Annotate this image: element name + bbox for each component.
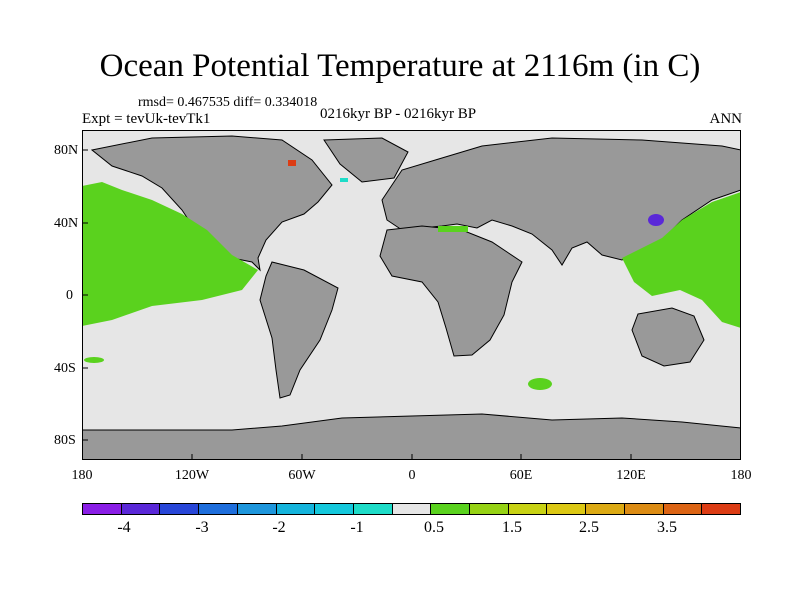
colorbar-label-neg4: -4 <box>117 519 131 536</box>
experiment-label: Expt = tevUk-tevTk1 <box>82 111 211 127</box>
colorbar-swatch-2 <box>160 504 200 514</box>
land-africa <box>379 225 523 357</box>
anomaly-arctic-warm <box>288 160 296 166</box>
colorbar-label-3-5: 3.5 <box>657 519 677 536</box>
anomaly-west-pacific <box>622 192 741 328</box>
colorbar-swatch-1 <box>121 504 161 514</box>
lat-label-80s: 80S <box>54 433 76 448</box>
colorbar-label-0-5: 0.5 <box>424 519 444 536</box>
colorbar-swatch-8 <box>392 504 432 514</box>
lat-label-40n: 40N <box>54 216 79 231</box>
colorbar <box>82 503 741 515</box>
season-label: ANN <box>709 111 743 127</box>
colorbar-swatch-12 <box>547 504 587 514</box>
colorbar-label-neg3: -3 <box>195 519 209 536</box>
lon-label-60w: 60W <box>288 468 316 483</box>
colorbar-swatch-6 <box>315 504 354 514</box>
colorbar-swatch-13 <box>586 504 625 514</box>
land-south-america <box>259 261 339 399</box>
land-greenland <box>323 137 409 183</box>
map-title: Ocean Potential Temperature at 2116m (in… <box>99 48 701 84</box>
colorbar-label-1-5: 1.5 <box>502 519 522 536</box>
colorbar-swatch-0 <box>83 504 122 514</box>
colorbar-swatch-10 <box>470 504 509 514</box>
lon-label-120e: 120E <box>616 468 646 483</box>
colorbar-swatch-11 <box>508 504 548 514</box>
period-label: 0216kyr BP - 0216kyr BP <box>320 106 477 122</box>
anomaly-mediterranean <box>438 226 468 232</box>
world-map <box>82 130 741 460</box>
colorbar-swatch-4 <box>237 504 277 514</box>
lon-label-0: 0 <box>408 468 416 483</box>
colorbar-swatch-7 <box>353 504 393 514</box>
colorbar-label-2-5: 2.5 <box>579 519 599 536</box>
colorbar-label-neg2: -2 <box>272 519 286 536</box>
land-north-america <box>90 135 333 272</box>
colorbar-swatch-5 <box>276 504 316 514</box>
colorbar-swatch-3 <box>199 504 238 514</box>
land-australia <box>631 307 705 367</box>
colorbar-swatch-9 <box>431 504 471 514</box>
lon-label-180w: 180 <box>71 468 93 483</box>
lon-label-60e: 60E <box>509 468 533 483</box>
colorbar-label-neg1: -1 <box>350 519 364 536</box>
colorbar-swatch-14 <box>624 504 664 514</box>
lon-label-120w: 120W <box>174 468 210 483</box>
anomaly-southern-ocean-patch <box>528 378 552 390</box>
colorbar-swatch-15 <box>663 504 703 514</box>
anomaly-south-pacific-patch <box>84 357 104 363</box>
lat-label-0: 0 <box>66 288 73 303</box>
anomaly-east-pacific <box>82 182 258 326</box>
rmsd-diff-stats: rmsd= 0.467535 diff= 0.334018 <box>138 95 318 110</box>
lat-label-40s: 40S <box>54 361 76 376</box>
anomaly-japan-cool <box>648 214 664 226</box>
land-antarctica <box>82 413 741 460</box>
anomaly-labrador-cool <box>340 178 348 182</box>
lat-label-80n: 80N <box>54 143 79 158</box>
colorbar-swatch-16 <box>702 504 740 514</box>
lon-label-180e: 180 <box>730 468 752 483</box>
